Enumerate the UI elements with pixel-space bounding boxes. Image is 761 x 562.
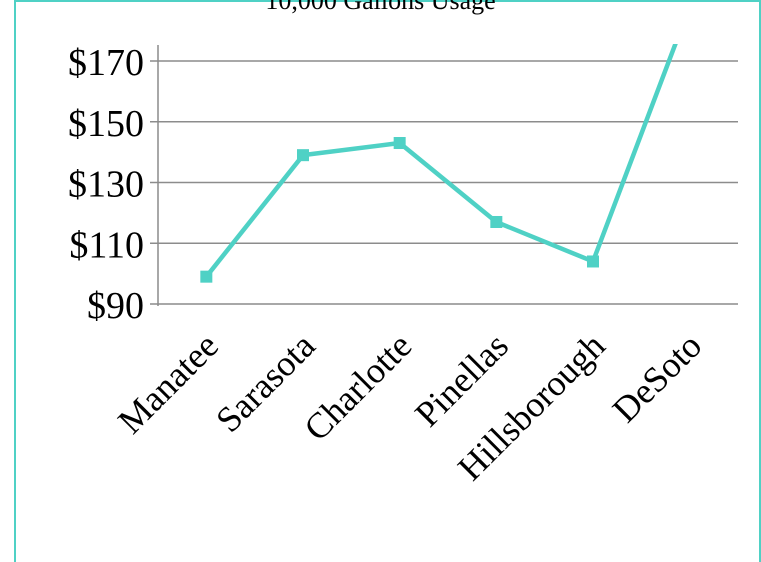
data-point-marker (587, 255, 599, 268)
series-group (200, 44, 678, 283)
y-tick-label: $150 (68, 103, 144, 145)
x-tick-label: DeSoto (605, 325, 710, 430)
series-line (204, 44, 678, 279)
frame-right-border (759, 0, 761, 562)
y-tick-labels: $90 $110 $130 $150 $170 (68, 42, 144, 327)
frame-left-border (14, 0, 16, 562)
data-point-marker (490, 215, 503, 228)
x-tick-labels: ManateeSarasotaCharlottePinellasHillsbor… (110, 325, 709, 488)
data-point-marker (393, 137, 406, 150)
y-tick-label: $130 (68, 164, 144, 206)
x-tick-label: Charlotte (296, 325, 419, 448)
y-tick-label: $90 (87, 285, 144, 327)
frame-top-border (14, 0, 761, 2)
chart-title: 10,000 Gallons Usage (265, 0, 496, 15)
y-tick-label: $110 (69, 224, 144, 266)
data-point-marker (200, 270, 213, 283)
gridlines (150, 60, 738, 305)
data-point-marker (297, 149, 309, 162)
x-tick-label: Manatee (110, 325, 226, 441)
y-tick-label: $170 (68, 42, 144, 84)
